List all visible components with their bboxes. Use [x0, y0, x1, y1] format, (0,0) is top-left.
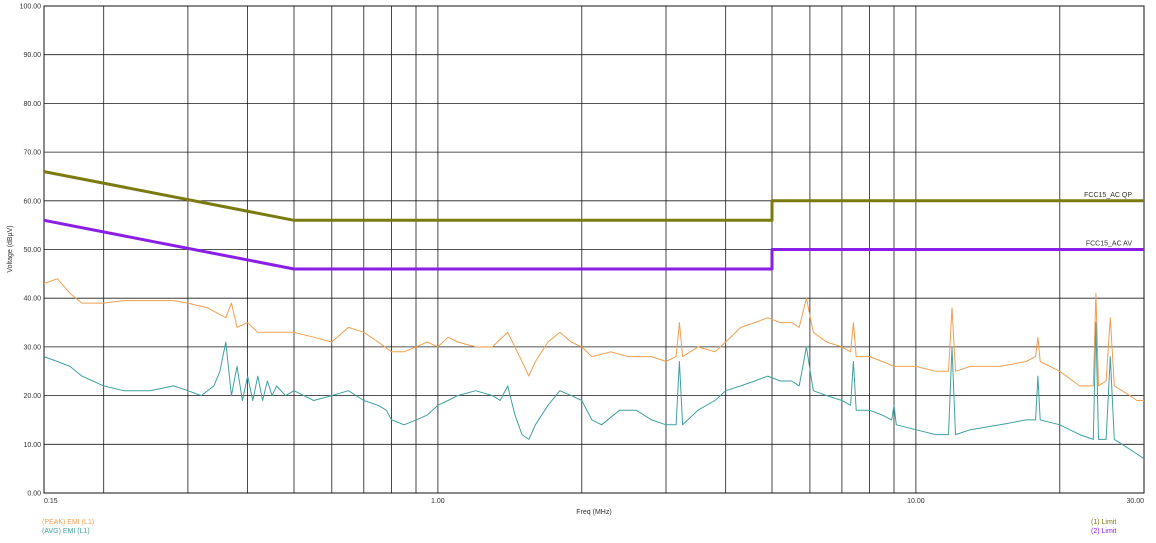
- y-tick-label: 0.00: [27, 491, 41, 498]
- y-tick-label: 30.00: [23, 344, 41, 351]
- y-tick-label: 50.00: [23, 247, 41, 254]
- y-tick-label: 90.00: [23, 52, 41, 59]
- emi-trace: [43, 278, 1144, 401]
- x-axis-label: Freq (MHz): [576, 509, 611, 516]
- y-tick-label: 20.00: [23, 393, 41, 400]
- y-tick-label: 100.00: [20, 4, 42, 11]
- x-tick-labels: 0.15 1.00 10.00 30.00: [44, 498, 1144, 505]
- x-tick-label: 30.00: [1126, 498, 1144, 505]
- y-tick-label: 60.00: [23, 198, 41, 205]
- series-layer: [43, 170, 1145, 460]
- y-axis-label: Voltage (dBµV): [7, 225, 14, 272]
- legend-right: (1) Limit (2) Limit: [1091, 518, 1116, 536]
- y-tick-labels: 0.00 10.00 20.00 30.00 40.00 50.00 60.00 70.00 8…: [20, 4, 42, 498]
- y-tick-label: 40.00: [23, 296, 41, 303]
- legend-left: (PEAK) EMI (L1) (AVG) EMI (L1): [42, 518, 94, 536]
- legend-entry-limit-2: (2) Limit: [1091, 528, 1117, 535]
- limit-label: FCC15_AC QP: [1084, 192, 1132, 199]
- legend-entry-avg: (AVG) EMI (L1): [42, 528, 90, 535]
- limit-line: [43, 218, 1144, 271]
- x-tick-label: 1.00: [431, 498, 445, 505]
- limit-line: [43, 170, 1144, 222]
- x-tick-label: 10.00: [907, 498, 925, 505]
- legend-entry-limit-1: (1) Limit: [1091, 519, 1117, 526]
- limit-label: FCC15_AC AV: [1086, 241, 1132, 248]
- y-tick-label: 10.00: [23, 442, 41, 449]
- legend-entry-peak: (PEAK) EMI (L1): [42, 519, 95, 526]
- y-tick-label: 80.00: [23, 101, 41, 108]
- emi-trace: [43, 322, 1145, 460]
- x-tick-label: 0.15: [44, 498, 58, 505]
- limit-labels: FCC15_AC QP FCC15_AC AV: [1084, 192, 1132, 248]
- y-tick-label: 70.00: [23, 150, 41, 157]
